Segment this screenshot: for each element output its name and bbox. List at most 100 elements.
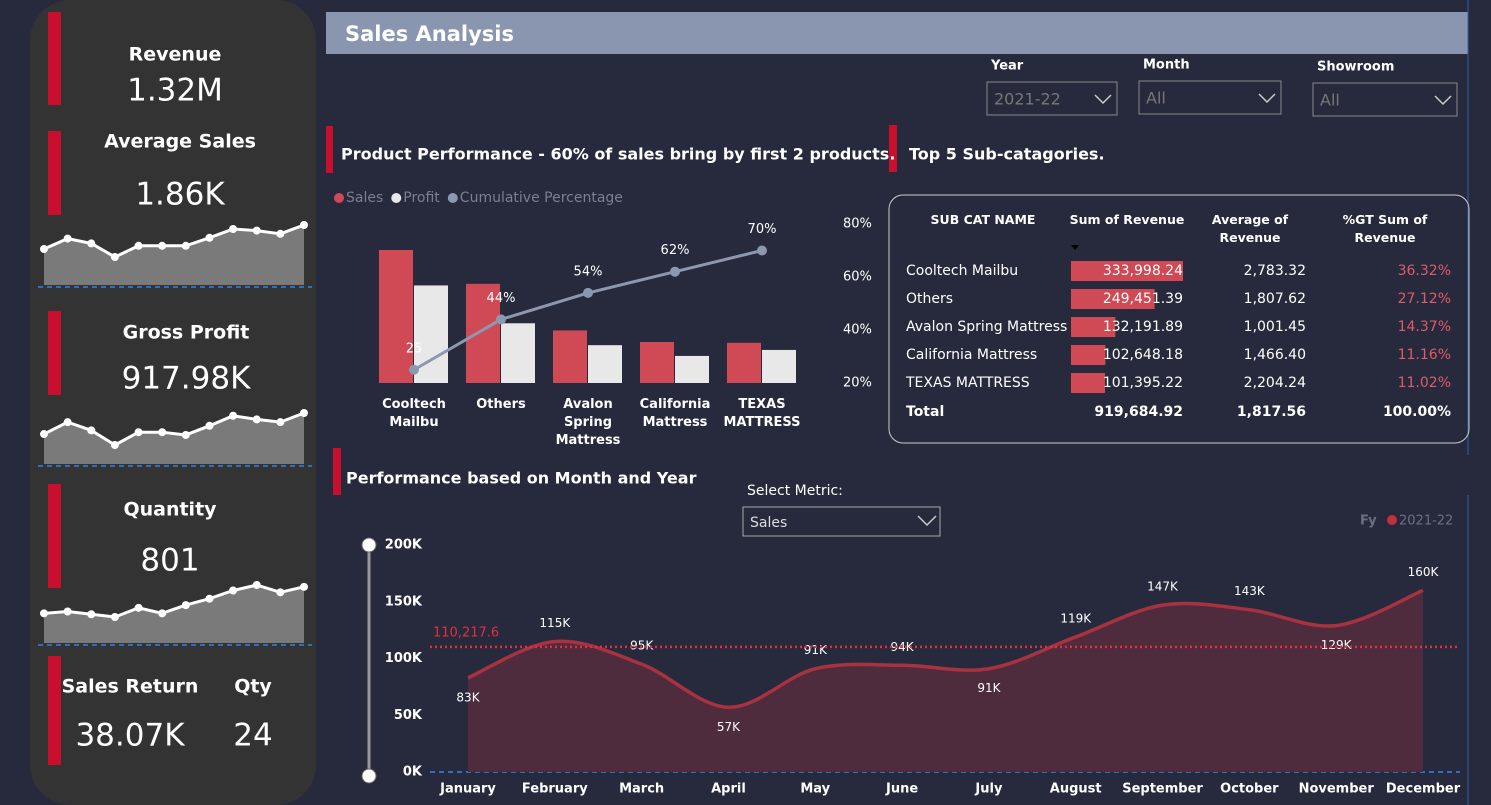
x-tick-label: February — [522, 782, 588, 797]
sort-arrow[interactable] — [1071, 245, 1079, 250]
column-header[interactable]: Sum of Revenue — [1069, 212, 1185, 227]
sparkline-dot — [134, 428, 143, 437]
cell: 36.32% — [1398, 263, 1451, 279]
cell: Others — [906, 291, 953, 307]
data-label: 91K — [977, 681, 1001, 695]
cell: California Mattress — [906, 347, 1037, 363]
line-point — [583, 287, 593, 298]
data-bar — [1071, 317, 1116, 337]
column-header[interactable]: SUB CAT NAME — [930, 212, 1036, 227]
slider-handle[interactable] — [361, 537, 377, 553]
cell: 333,998.24 — [1103, 263, 1183, 279]
sparkline-dot — [276, 588, 285, 597]
filter-label: Year — [990, 59, 1024, 74]
kpi-accent — [48, 311, 61, 395]
data-bar — [1071, 261, 1183, 281]
chart-title: Performance based on Month and Year — [346, 469, 697, 488]
sparkline-dot — [158, 241, 167, 250]
sparkline-dot — [110, 253, 119, 261]
cell: 101,395.22 — [1103, 375, 1183, 391]
sparkline-dot — [252, 415, 261, 424]
legend-label: Profit — [403, 190, 440, 206]
legend-swatch — [447, 193, 458, 203]
data-label: 70% — [748, 222, 777, 237]
metric-value: Sales — [750, 515, 787, 531]
y2-tick-label: 80% — [843, 217, 872, 232]
cell: TEXAS MATTRESS — [905, 375, 1030, 391]
filter-dropdown[interactable] — [1138, 80, 1282, 115]
y2-tick-label: 40% — [843, 323, 872, 338]
x-tick-label: April — [711, 782, 746, 797]
table-title: Top 5 Sub-catagories. — [909, 145, 1105, 164]
column-header[interactable]: Average of Revenue — [1211, 212, 1289, 245]
legend-label: Cumulative Percentage — [460, 190, 623, 206]
cell: 249,451.39 — [1103, 291, 1183, 307]
filter-label: Month — [1143, 58, 1190, 73]
filter-dropdown[interactable] — [1312, 82, 1458, 117]
chevron — [1434, 95, 1452, 106]
chevron — [917, 515, 937, 527]
data-label: 119K — [1060, 611, 1092, 625]
area — [468, 590, 1423, 772]
legend-swatch — [1387, 515, 1397, 525]
sparkline-dot — [300, 221, 308, 229]
sparkline-dot — [181, 241, 190, 250]
cell: Avalon Spring Mattress — [906, 319, 1067, 335]
header-title: Sales Analysis — [345, 22, 514, 46]
accent — [889, 125, 897, 172]
x-tick-label: October — [1220, 782, 1279, 797]
y2-tick-label: 20% — [843, 376, 872, 391]
y-tick-label: 50K — [394, 708, 423, 723]
sparkline-area — [44, 585, 304, 643]
x-tick-label: November — [1299, 782, 1375, 797]
sparkline-dot — [205, 233, 214, 242]
column-header[interactable]: %GT Sum of Revenue — [1342, 212, 1428, 245]
cell: 1,466.40 — [1244, 347, 1306, 363]
filter-value: All — [1146, 89, 1166, 108]
data-label: 160K — [1408, 565, 1440, 579]
line-point — [496, 314, 506, 325]
slider-handle[interactable] — [361, 768, 377, 784]
legend-swatch — [334, 193, 344, 203]
metric-dropdown[interactable] — [742, 506, 941, 537]
cell: 11.02% — [1398, 375, 1451, 391]
kpi-value: 24 — [233, 718, 272, 754]
kpi-value: 801 — [140, 543, 199, 579]
x-tick-label: March — [619, 782, 664, 797]
sparkline-dot — [229, 225, 238, 233]
bar — [588, 345, 622, 383]
kpi-label: Sales Return — [62, 676, 199, 698]
cell: 2,204.24 — [1244, 375, 1306, 391]
x-tick-label: July — [974, 782, 1003, 797]
sparkline-dot — [229, 586, 238, 595]
sparkline-dot — [205, 421, 214, 430]
sparkline-dot — [40, 609, 48, 618]
legend-swatch — [391, 193, 402, 203]
line-point — [409, 364, 419, 375]
bar — [466, 283, 500, 383]
sparkline-dot — [229, 411, 238, 420]
sparkline-dot — [205, 594, 214, 603]
kpi-value: 38.07K — [75, 718, 185, 754]
data-bar — [1071, 289, 1155, 309]
data-label: 94K — [891, 640, 915, 654]
data-label: 147K — [1147, 580, 1179, 594]
bar — [553, 330, 587, 383]
data-label: 54% — [574, 264, 603, 279]
data-bar — [1071, 345, 1106, 365]
bar — [379, 250, 413, 383]
legend-title: Fy — [1360, 514, 1377, 529]
filter-dropdown[interactable] — [986, 81, 1118, 116]
sparkline-dot — [134, 241, 143, 250]
cell: 11.16% — [1398, 347, 1451, 363]
line-point — [670, 266, 680, 277]
bar — [675, 355, 709, 383]
data-label: 129K — [1321, 638, 1353, 652]
bar — [727, 342, 761, 383]
sparkline-dot — [63, 418, 72, 427]
bar — [762, 349, 796, 383]
table-frame — [888, 194, 1470, 444]
x-tick-label: May — [800, 782, 830, 797]
